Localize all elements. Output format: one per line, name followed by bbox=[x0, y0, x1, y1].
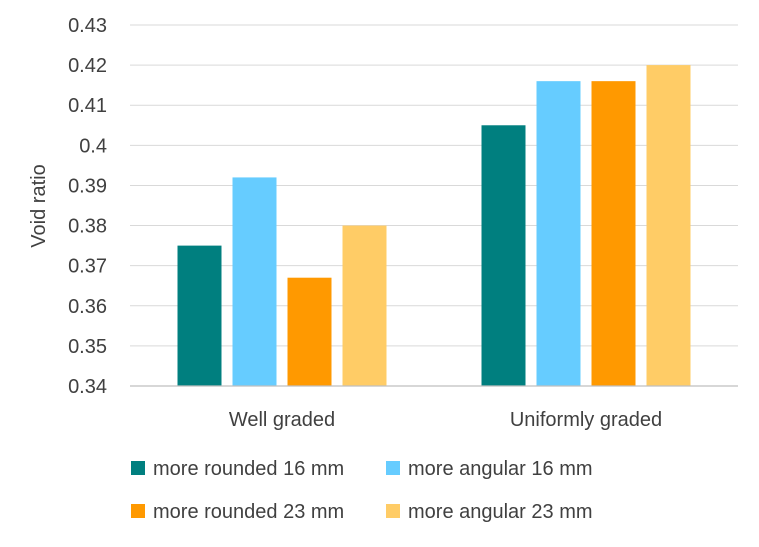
y-tick-label: 0.42 bbox=[68, 55, 107, 77]
bar-more-angular-16-mm-well-graded bbox=[232, 177, 277, 386]
y-tick-label: 0.39 bbox=[68, 175, 107, 197]
legend-label: more rounded 16 mm bbox=[153, 458, 344, 480]
bar-more-rounded-16-mm-uniformly-graded bbox=[481, 125, 526, 387]
y-axis-title: Void ratio bbox=[28, 164, 50, 247]
y-tick-label: 0.34 bbox=[68, 376, 107, 398]
legend: more rounded 16 mm more angular 16 mm more… bbox=[131, 458, 593, 523]
legend-swatch bbox=[386, 461, 400, 475]
bar-more-rounded-23-mm-uniformly-graded bbox=[591, 81, 636, 387]
legend-swatch bbox=[386, 504, 400, 518]
y-tick-label: 0.41 bbox=[68, 95, 107, 117]
bar-more-rounded-16-mm-well-graded bbox=[177, 245, 222, 386]
bar-more-angular-23-mm-well-graded bbox=[342, 225, 387, 386]
legend-label: more angular 16 mm bbox=[408, 458, 593, 480]
y-tick-label: 0.4 bbox=[79, 135, 107, 157]
axes: 0.34 0.35 0.36 0.37 0.38 0.39 0.4 0.41 0.42 0.43 W… bbox=[68, 15, 738, 431]
y-tick-label: 0.43 bbox=[68, 15, 107, 37]
bars bbox=[177, 65, 691, 387]
legend-swatch bbox=[131, 461, 145, 475]
x-category-label: Well graded bbox=[229, 409, 335, 431]
bar-more-rounded-23-mm-well-graded bbox=[287, 277, 332, 386]
bar-more-angular-16-mm-uniformly-graded bbox=[536, 81, 581, 387]
gridlines bbox=[130, 24, 738, 347]
legend-swatch bbox=[131, 504, 145, 518]
bar-more-angular-23-mm-uniformly-graded bbox=[646, 65, 691, 386]
y-tick-label: 0.35 bbox=[68, 336, 107, 358]
x-category-label: Uniformly graded bbox=[510, 409, 662, 431]
y-tick-label: 0.38 bbox=[68, 216, 107, 238]
legend-label: more angular 23 mm bbox=[408, 501, 593, 523]
y-tick-label: 0.36 bbox=[68, 296, 107, 318]
y-tick-label: 0.37 bbox=[68, 256, 107, 278]
legend-label: more rounded 23 mm bbox=[153, 501, 344, 523]
